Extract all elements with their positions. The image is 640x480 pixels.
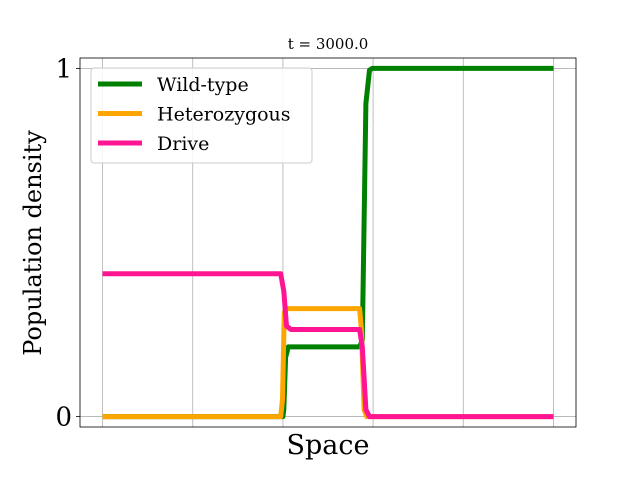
chart-title: t = 3000.0 xyxy=(288,35,369,53)
axes-frame xyxy=(79,57,577,428)
y-tick-label: 1 xyxy=(55,54,72,84)
y-ticks: 01 xyxy=(55,54,80,433)
legend-label: Drive xyxy=(157,133,209,155)
series-line-drive xyxy=(102,271,554,420)
x-axis-label: Space xyxy=(287,430,370,461)
series-lines xyxy=(102,65,554,420)
legend-label: Heterozygous xyxy=(157,104,291,126)
y-tick-label: 0 xyxy=(55,403,72,433)
legend: Wild-type Heterozygous Drive xyxy=(90,67,313,164)
y-axis-label: Population density xyxy=(19,130,47,356)
legend-box xyxy=(90,67,313,164)
legend-label: Wild-type xyxy=(157,74,249,96)
series-line-heterozygous xyxy=(102,306,554,420)
